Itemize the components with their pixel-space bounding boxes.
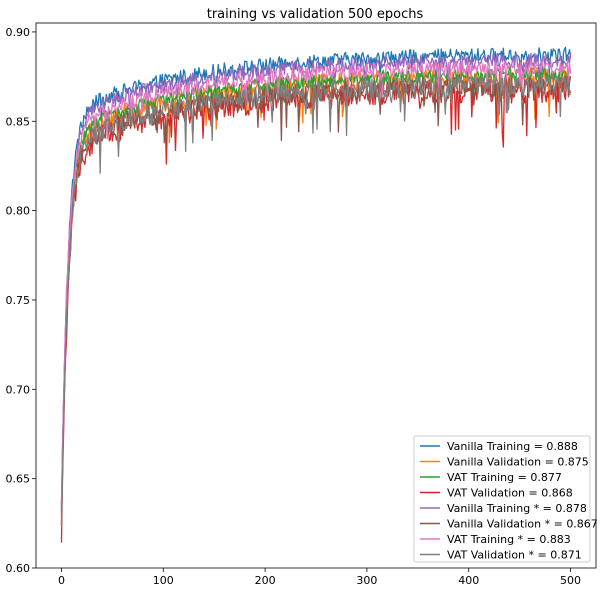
legend-entry: VAT Training = 0.877 <box>447 471 562 484</box>
legend-entry: Vanilla Training * = 0.878 <box>447 502 587 515</box>
x-tick-label: 500 <box>560 574 581 587</box>
legend-entry: VAT Validation = 0.868 <box>447 487 573 500</box>
x-tick-label: 200 <box>255 574 276 587</box>
chart-title: training vs validation 500 epochs <box>207 7 424 22</box>
series-line <box>60 52 572 506</box>
x-tick-label: 0 <box>58 574 65 587</box>
series-lines <box>60 46 572 543</box>
y-tick-label: 0.85 <box>6 115 31 128</box>
y-tick-label: 0.65 <box>6 473 31 486</box>
y-tick-label: 0.70 <box>6 383 31 396</box>
legend-entry: VAT Validation * = 0.871 <box>447 549 582 562</box>
y-tick-label: 0.60 <box>6 562 31 575</box>
legend-entry: Vanilla Validation = 0.875 <box>447 456 589 469</box>
x-axis: 0 100 200 300 400 500 <box>58 568 581 587</box>
x-tick-label: 400 <box>458 574 479 587</box>
legend: Vanilla Training = 0.888 Vanilla Validati… <box>413 435 598 563</box>
y-axis: 0.60 0.65 0.70 0.75 0.80 0.85 0.90 <box>6 26 36 575</box>
legend-entry: Vanilla Validation * = 0.867 <box>447 518 598 531</box>
y-tick-label: 0.80 <box>6 205 31 218</box>
x-tick-label: 300 <box>356 574 377 587</box>
x-tick-label: 100 <box>153 574 174 587</box>
series-line <box>60 59 572 506</box>
series-line <box>60 73 572 527</box>
legend-entry: Vanilla Training = 0.888 <box>447 440 578 453</box>
y-tick-label: 0.75 <box>6 294 31 307</box>
plot-frame <box>35 22 597 569</box>
legend-frame <box>413 435 591 563</box>
y-tick-label: 0.90 <box>6 26 31 39</box>
legend-entry: VAT Training * = 0.883 <box>447 533 571 546</box>
